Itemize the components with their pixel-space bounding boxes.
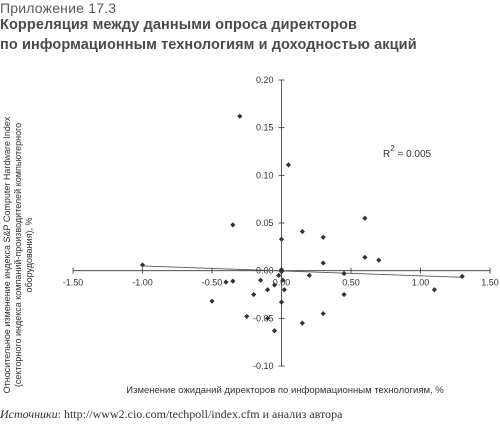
x-tick-label: 0.50 xyxy=(342,278,360,288)
data-point xyxy=(362,254,368,260)
data-point xyxy=(341,291,347,298)
data-point xyxy=(276,272,282,279)
chart-title-line-1: Корреляция между данными опроса директор… xyxy=(0,17,358,33)
x-tick-label: -1.00 xyxy=(132,278,153,288)
data-point xyxy=(223,279,229,285)
trendline xyxy=(142,265,463,278)
r-squared-rest: = 0.005 xyxy=(395,149,432,160)
source-label: Источники xyxy=(0,407,58,421)
y-axis-label-line-2: (секторного индекса компаний-производите… xyxy=(13,123,23,387)
data-point xyxy=(265,287,271,293)
data-point xyxy=(139,262,146,268)
source-note: Источники: http://www2.cio.com/techpoll/… xyxy=(0,407,342,422)
r-squared-annotation: R2 = 0.005 xyxy=(383,144,432,160)
y-tick-label: -0.05 xyxy=(253,313,274,323)
data-point xyxy=(278,269,285,275)
data-point xyxy=(280,277,286,283)
y-tick-label: 0.10 xyxy=(256,170,274,180)
data-point xyxy=(299,228,305,235)
data-point xyxy=(285,162,292,168)
y-tick-label: 0.20 xyxy=(256,75,274,85)
data-points xyxy=(139,113,465,334)
data-point xyxy=(271,328,278,334)
y-axis-ticks: 0.200.150.100.050.00-0.05-0.10 xyxy=(253,75,285,371)
x-tick-label: 0.00 xyxy=(273,278,291,288)
r-squared-base: R xyxy=(383,149,390,160)
data-point xyxy=(320,234,326,240)
x-tick-label: -1.50 xyxy=(63,278,84,288)
chart-title: Корреляция между данными опроса директор… xyxy=(0,15,500,55)
y-axis-label: Относительное изменение индекса S&P Comp… xyxy=(2,116,34,393)
y-tick-label: -0.10 xyxy=(253,361,274,371)
data-point xyxy=(341,270,347,277)
y-tick-label: 0.05 xyxy=(256,218,274,228)
appendix-label: Приложение 17.3 xyxy=(0,0,117,16)
data-point xyxy=(265,315,271,321)
chart-title-line-2: по информационным технологиям и доходнос… xyxy=(0,37,417,53)
data-point xyxy=(306,272,312,279)
data-point xyxy=(278,236,285,242)
data-point xyxy=(376,257,382,263)
y-tick-label: 0.15 xyxy=(256,123,274,133)
data-point xyxy=(251,291,257,298)
data-point xyxy=(320,260,326,266)
data-point xyxy=(281,287,287,293)
data-point xyxy=(320,310,326,317)
x-tick-label: 1.50 xyxy=(481,278,499,288)
data-point xyxy=(278,299,285,305)
data-point xyxy=(230,278,236,284)
data-point xyxy=(459,273,465,279)
x-tick-label: 1.00 xyxy=(412,278,430,288)
data-point xyxy=(237,113,243,119)
data-point xyxy=(431,287,437,293)
data-point xyxy=(299,320,305,326)
y-axis-label-line-1: Относительное изменение индекса S&P Comp… xyxy=(2,116,12,393)
data-point xyxy=(258,277,264,283)
data-point xyxy=(209,298,215,304)
r-squared-sup: 2 xyxy=(390,144,395,153)
data-point xyxy=(244,313,250,320)
data-point xyxy=(362,215,368,221)
source-text: : http://www2.cio.com/techpoll/index.cfm… xyxy=(57,407,343,421)
x-axis-label: Изменение ожиданий директоров по информа… xyxy=(126,385,444,396)
x-tick-label: -0.50 xyxy=(202,278,223,288)
y-axis-label-line-3: оборудования), % xyxy=(24,217,34,292)
data-point xyxy=(271,282,278,288)
data-point xyxy=(230,222,236,228)
